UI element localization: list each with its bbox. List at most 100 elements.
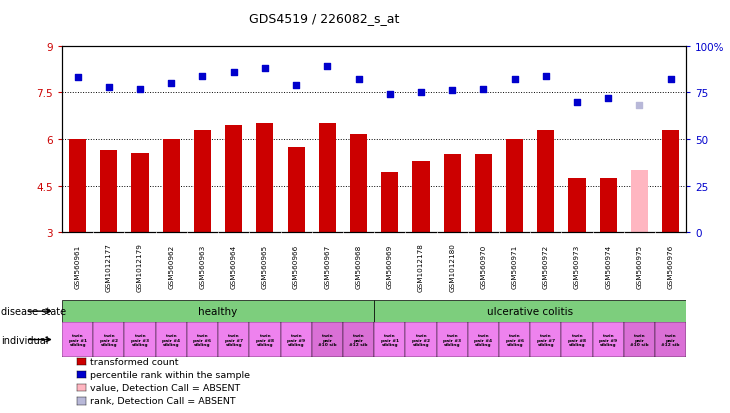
- Text: twin
pair #8
sibling: twin pair #8 sibling: [256, 333, 274, 346]
- Point: [134, 86, 146, 93]
- Text: GSM560970: GSM560970: [480, 244, 486, 289]
- FancyBboxPatch shape: [124, 322, 155, 357]
- Bar: [131, 154, 149, 233]
- Text: twin
pair
#12 sib: twin pair #12 sib: [349, 333, 368, 346]
- Bar: [474, 155, 492, 233]
- Point: [602, 95, 614, 102]
- Text: twin
pair #9
sibling: twin pair #9 sibling: [287, 333, 305, 346]
- Text: GSM560965: GSM560965: [262, 244, 268, 289]
- Text: GSM560967: GSM560967: [324, 244, 330, 289]
- FancyBboxPatch shape: [437, 322, 468, 357]
- Bar: [225, 126, 242, 233]
- Text: GSM560961: GSM560961: [74, 244, 80, 289]
- FancyBboxPatch shape: [218, 322, 249, 357]
- Text: GSM560974: GSM560974: [605, 244, 611, 289]
- FancyBboxPatch shape: [374, 301, 686, 322]
- Point: [259, 66, 271, 72]
- FancyBboxPatch shape: [155, 322, 187, 357]
- FancyBboxPatch shape: [530, 322, 561, 357]
- Bar: [381, 172, 399, 233]
- Text: twin
pair #1
sibling: twin pair #1 sibling: [69, 333, 87, 346]
- Text: twin
pair
#12 sib: twin pair #12 sib: [661, 333, 680, 346]
- Bar: [100, 150, 118, 233]
- Text: twin
pair #4
sibling: twin pair #4 sibling: [162, 333, 180, 346]
- Bar: [631, 171, 648, 233]
- Text: individual: individual: [1, 335, 48, 345]
- Point: [166, 81, 177, 87]
- Bar: [662, 131, 679, 233]
- FancyBboxPatch shape: [343, 322, 374, 357]
- Point: [72, 75, 83, 82]
- Point: [446, 88, 458, 95]
- Bar: [569, 178, 585, 233]
- Text: value, Detection Call = ABSENT: value, Detection Call = ABSENT: [90, 383, 240, 392]
- Text: GSM1012180: GSM1012180: [449, 242, 455, 291]
- Point: [196, 73, 208, 80]
- FancyBboxPatch shape: [624, 322, 655, 357]
- FancyBboxPatch shape: [468, 322, 499, 357]
- FancyBboxPatch shape: [655, 322, 686, 357]
- Text: twin
pair #2
sibling: twin pair #2 sibling: [412, 333, 430, 346]
- Point: [384, 92, 396, 98]
- Text: twin
pair #7
sibling: twin pair #7 sibling: [225, 333, 242, 346]
- Point: [353, 77, 364, 83]
- Text: GSM560968: GSM560968: [356, 244, 361, 289]
- FancyBboxPatch shape: [249, 322, 280, 357]
- Text: GSM560969: GSM560969: [387, 244, 393, 289]
- FancyBboxPatch shape: [187, 322, 218, 357]
- Point: [415, 90, 427, 96]
- Text: twin
pair
#10 sib: twin pair #10 sib: [630, 333, 649, 346]
- Text: GSM1012177: GSM1012177: [106, 242, 112, 291]
- Point: [665, 77, 677, 83]
- Text: transformed count: transformed count: [90, 357, 178, 366]
- Text: twin
pair #6
sibling: twin pair #6 sibling: [506, 333, 523, 346]
- Text: GSM1012178: GSM1012178: [418, 242, 424, 291]
- FancyBboxPatch shape: [93, 322, 124, 357]
- Text: twin
pair #7
sibling: twin pair #7 sibling: [537, 333, 555, 346]
- Point: [228, 69, 239, 76]
- Text: twin
pair #3
sibling: twin pair #3 sibling: [131, 333, 149, 346]
- FancyBboxPatch shape: [499, 322, 530, 357]
- Text: twin
pair
#10 sib: twin pair #10 sib: [318, 333, 337, 346]
- Bar: [69, 140, 86, 233]
- FancyBboxPatch shape: [593, 322, 624, 357]
- Text: percentile rank within the sample: percentile rank within the sample: [90, 370, 250, 379]
- FancyBboxPatch shape: [405, 322, 437, 357]
- Bar: [537, 131, 554, 233]
- Text: GSM560971: GSM560971: [512, 244, 518, 289]
- FancyBboxPatch shape: [374, 322, 405, 357]
- FancyBboxPatch shape: [62, 301, 374, 322]
- Bar: [412, 161, 429, 233]
- Text: GSM560966: GSM560966: [293, 244, 299, 289]
- Text: GDS4519 / 226082_s_at: GDS4519 / 226082_s_at: [249, 12, 399, 25]
- Text: GSM560962: GSM560962: [169, 244, 174, 289]
- Point: [634, 103, 645, 109]
- Text: twin
pair #3
sibling: twin pair #3 sibling: [443, 333, 461, 346]
- Text: GSM560976: GSM560976: [668, 244, 674, 289]
- Text: disease state: disease state: [1, 306, 66, 316]
- FancyBboxPatch shape: [312, 322, 343, 357]
- Text: twin
pair #6
sibling: twin pair #6 sibling: [193, 333, 212, 346]
- Bar: [194, 131, 211, 233]
- Bar: [599, 178, 617, 233]
- Text: twin
pair #4
sibling: twin pair #4 sibling: [474, 333, 493, 346]
- Text: healthy: healthy: [199, 306, 238, 316]
- Text: GSM560973: GSM560973: [574, 244, 580, 289]
- Point: [540, 73, 552, 80]
- Text: twin
pair #2
sibling: twin pair #2 sibling: [100, 333, 118, 346]
- FancyBboxPatch shape: [62, 322, 93, 357]
- Text: twin
pair #1
sibling: twin pair #1 sibling: [380, 333, 399, 346]
- Text: GSM560964: GSM560964: [231, 244, 237, 289]
- Text: GSM560972: GSM560972: [543, 244, 549, 289]
- FancyBboxPatch shape: [561, 322, 593, 357]
- Bar: [506, 140, 523, 233]
- Bar: [288, 147, 304, 233]
- Bar: [350, 135, 367, 233]
- Point: [509, 77, 520, 83]
- Bar: [256, 124, 274, 233]
- Text: GSM1012179: GSM1012179: [137, 242, 143, 291]
- FancyBboxPatch shape: [280, 322, 312, 357]
- Point: [321, 64, 333, 70]
- Text: GSM560975: GSM560975: [637, 244, 642, 289]
- Point: [291, 83, 302, 89]
